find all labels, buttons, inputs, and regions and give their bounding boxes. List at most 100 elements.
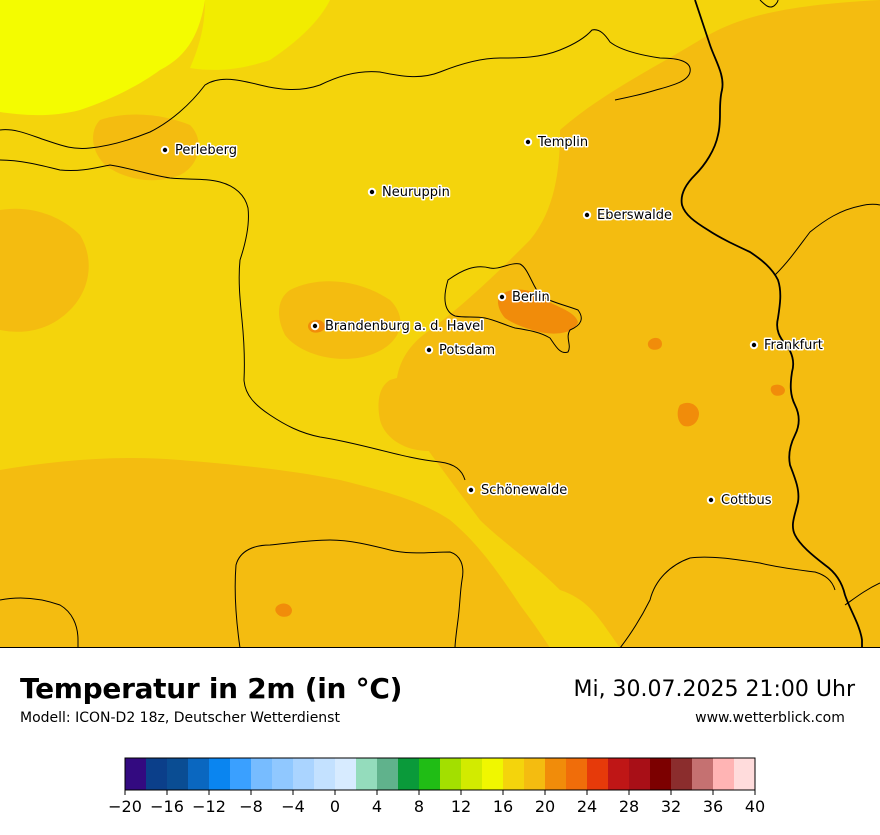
border-northeast xyxy=(759,0,779,8)
hot-spot-east-2 xyxy=(647,337,662,350)
legend-swatch xyxy=(251,758,273,790)
legend-tick-label: 28 xyxy=(619,797,639,816)
legend-swatch xyxy=(671,758,693,790)
border-sachsen-anhalt xyxy=(234,539,464,647)
city-dot-berlin xyxy=(497,292,507,302)
city-dot-neuruppin xyxy=(367,187,377,197)
legend-swatch xyxy=(209,758,231,790)
warm-area-northwest xyxy=(93,114,199,181)
city-label-brandenburg-a-d-havel: Brandenburg a. d. Havel xyxy=(325,319,484,334)
legend-swatch xyxy=(167,758,189,790)
city-label-cottbus: Cottbus xyxy=(721,493,772,508)
legend-swatch xyxy=(650,758,672,790)
legend-tick-label: −16 xyxy=(150,797,184,816)
legend-swatch xyxy=(419,758,441,790)
legend-tick-label: 32 xyxy=(661,797,681,816)
cool-area-north xyxy=(190,0,330,70)
legend-tick-label: 0 xyxy=(330,797,340,816)
legend-swatch xyxy=(188,758,210,790)
border-sachsen xyxy=(620,556,836,647)
legend-swatch xyxy=(524,758,546,790)
city-markers: Perleberg Templin Neuruppin Eberswalde Berli… xyxy=(160,134,824,510)
city-label-potsdam: Potsdam xyxy=(439,343,495,358)
forecast-datetime: Mi, 30.07.2025 21:00 Uhr xyxy=(573,677,855,702)
legend-swatch xyxy=(734,758,756,790)
legend-tick-label: 16 xyxy=(493,797,513,816)
warm-area-west xyxy=(0,208,89,332)
border-berlin xyxy=(444,263,582,354)
city-dot-cottbus xyxy=(706,495,716,505)
legend-ticks: −20 −16 −12 −8 −4 0 4 8 12 16 20 24 28 32 36 40 xyxy=(108,790,765,816)
legend-tick-label: −8 xyxy=(239,797,263,816)
city-label-frankfurt: Frankfurt xyxy=(764,338,823,353)
city-label-templin: Templin xyxy=(537,135,588,150)
warm-area-center xyxy=(378,375,474,451)
website-link[interactable]: www.wetterblick.com xyxy=(695,710,845,726)
legend-swatch xyxy=(545,758,567,790)
city-dot-perleberg xyxy=(160,145,170,155)
legend-swatch xyxy=(461,758,483,790)
legend-swatches xyxy=(124,757,756,791)
legend-swatch xyxy=(713,758,735,790)
city-label-neuruppin: Neuruppin xyxy=(382,185,450,200)
legend-tick-label: 12 xyxy=(451,797,471,816)
legend-tick-label: 40 xyxy=(745,797,765,816)
city-label-sch-newalde: Schönewalde xyxy=(481,483,567,498)
border-poland xyxy=(680,0,863,647)
legend-swatch xyxy=(230,758,252,790)
warm-area-south xyxy=(0,458,550,647)
legend-swatch xyxy=(398,758,420,790)
legend-swatch xyxy=(608,758,630,790)
city-dot-templin xyxy=(523,137,533,147)
legend-tick-label: −4 xyxy=(281,797,305,816)
legend-swatch xyxy=(146,758,168,790)
legend-canvas: −20 −16 −12 −8 −4 0 4 8 12 16 20 24 28 32 36 40 xyxy=(108,757,765,816)
hot-spot-frankfurt xyxy=(770,384,785,396)
legend-swatch xyxy=(692,758,714,790)
legend-tick-label: 8 xyxy=(414,797,424,816)
legend-tick-label: −20 xyxy=(108,797,142,816)
city-dot-sch-newalde xyxy=(466,485,476,495)
color-legend: −20 −16 −12 −8 −4 0 4 8 12 16 20 24 28 32 36 40 xyxy=(0,748,880,830)
city-dot-potsdam xyxy=(424,345,434,355)
hot-spot-east xyxy=(677,402,699,427)
state-borders xyxy=(0,0,880,647)
hot-spot-southwest xyxy=(275,603,292,617)
model-source: Modell: ICON-D2 18z, Deutscher Wetterdie… xyxy=(20,710,340,726)
temperature-map[interactable]: Perleberg Templin Neuruppin Eberswalde Berli… xyxy=(0,0,880,648)
legend-tick-label: 4 xyxy=(372,797,382,816)
map-canvas: Perleberg Templin Neuruppin Eberswalde Berli… xyxy=(0,0,880,647)
legend-frame xyxy=(124,757,756,791)
border-brandenburg-west xyxy=(0,159,466,481)
legend-tick-label: 20 xyxy=(535,797,555,816)
legend-swatch xyxy=(293,758,315,790)
legend-swatch xyxy=(272,758,294,790)
border-east-inner xyxy=(774,203,880,276)
warm-area-havel xyxy=(278,281,401,359)
city-label-berlin: Berlin xyxy=(512,290,550,305)
legend-swatch xyxy=(587,758,609,790)
chart-title: Temperatur in 2m (in °C) xyxy=(20,672,403,705)
legend-tick-label: −12 xyxy=(192,797,226,816)
city-dot-frankfurt xyxy=(749,340,759,350)
legend-swatch xyxy=(335,758,357,790)
legend-swatch xyxy=(377,758,399,790)
city-label-perleberg: Perleberg xyxy=(175,143,237,158)
legend-swatch xyxy=(566,758,588,790)
city-dot-eberswalde xyxy=(582,210,592,220)
warm-area-east xyxy=(396,0,880,647)
city-dot-brandenburg-a-d-havel xyxy=(310,321,320,331)
border-brandenburg-north xyxy=(0,29,691,149)
legend-swatch xyxy=(314,758,336,790)
city-label-eberswalde: Eberswalde xyxy=(597,208,672,223)
legend-swatch xyxy=(629,758,651,790)
legend-swatch xyxy=(503,758,525,790)
border-brandenburg-south xyxy=(0,597,79,647)
legend-swatch xyxy=(356,758,378,790)
cool-area-northwest xyxy=(0,0,205,116)
hot-area-berlin xyxy=(497,289,578,334)
legend-swatch xyxy=(482,758,504,790)
legend-swatch xyxy=(440,758,462,790)
legend-tick-label: 36 xyxy=(703,797,723,816)
legend-swatch xyxy=(125,758,147,790)
